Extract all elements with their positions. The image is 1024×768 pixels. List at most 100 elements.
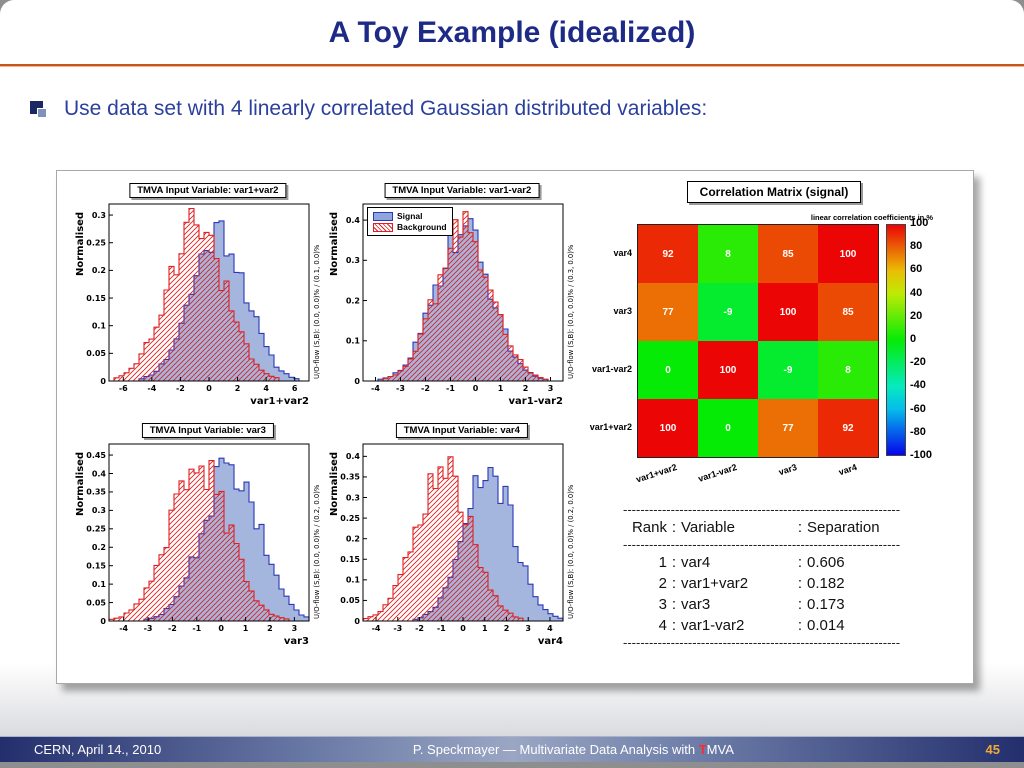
- x-axis-label: var3: [284, 636, 309, 647]
- x-tick-label: 2: [523, 384, 529, 393]
- matrix-row-label: var1+var2: [589, 422, 632, 432]
- x-tick-label: -4: [147, 384, 156, 393]
- bullet-row: Use data set with 4 linearly correlated …: [28, 97, 1024, 122]
- content-panel: TMVA Input Variable: var1+var2 0 0.05 0.1 0…: [56, 170, 974, 684]
- y-tick-label: 0: [354, 617, 360, 626]
- rank-header-separation: Separation: [807, 519, 880, 536]
- uo-flow-label: U/O-flow (S,B): (0.0, 0.0)% / (0.1, 0.0)…: [313, 244, 321, 379]
- footer-credit: P. Speckmayer — Multivariate Data Analys…: [161, 742, 985, 757]
- x-tick-label: -4: [119, 624, 128, 633]
- footer-credit-tail: MVA: [706, 742, 734, 757]
- plot-var3: TMVA Input Variable: var3 0 0.05 0.1 0.15 0.…: [75, 423, 321, 653]
- plot-var1-plus-var2: TMVA Input Variable: var1+var2 0 0.05 0.1 0…: [75, 183, 321, 413]
- y-tick-label: 0.05: [86, 598, 106, 607]
- x-tick-label: 4: [263, 384, 269, 393]
- colorbar-tick-label: 20: [910, 309, 923, 322]
- x-tick-label: 1: [243, 624, 249, 633]
- x-tick-label: 1: [498, 384, 504, 393]
- matrix-cell: 100: [758, 283, 818, 341]
- y-tick-label: 0.4: [346, 216, 361, 225]
- y-tick-label: 0.45: [86, 451, 106, 460]
- x-tick-label: -2: [168, 624, 177, 633]
- matrix-cell: 0: [638, 341, 698, 399]
- matrix-cell: 77: [638, 283, 698, 341]
- x-tick-label: 3: [548, 384, 554, 393]
- rank-row: 4: var1-var2:0.014: [623, 615, 953, 636]
- matrix-cell: 100: [698, 341, 758, 399]
- uo-flow-label: U/O-flow (S,B): (0.0, 0.0)% / (0.2, 0.0)…: [567, 484, 575, 619]
- y-tick-label: 0: [354, 377, 360, 386]
- x-tick-label: -3: [396, 384, 405, 393]
- matrix-cell: 92: [818, 399, 878, 457]
- y-tick-label: 0: [100, 617, 106, 626]
- colon: :: [797, 596, 803, 613]
- x-axis-label: var4: [538, 636, 563, 647]
- matrix-cell: 100: [638, 399, 698, 457]
- x-tick-label: -4: [371, 384, 380, 393]
- colon: :: [797, 575, 803, 592]
- colorbar-tick-label: 0: [910, 333, 917, 345]
- colon: :: [797, 519, 803, 536]
- matrix-column-label: var1+var2: [634, 462, 679, 485]
- x-tick-label: 2: [267, 624, 273, 633]
- footer-bar: CERN, April 14., 2010 P. Speckmayer — Mu…: [0, 736, 1024, 762]
- x-tick-label: 4: [547, 624, 553, 633]
- rank-divider: ----------------------------------------…: [623, 636, 901, 650]
- colorbar-tick-label: 40: [910, 286, 923, 299]
- matrix-cell: 85: [818, 283, 878, 341]
- histogram-svg: 0 0.05 0.1 0.15 0.2 0.25 0.3 0.35 0.4 -4 -3 -2 -1 0 1 2…: [329, 443, 575, 647]
- plot-title: TMVA Input Variable: var1-var2: [384, 183, 540, 198]
- correlation-matrix-title-row: Correlation Matrix (signal): [581, 181, 967, 207]
- y-tick-label: 0.1: [346, 576, 361, 585]
- colorbar-tick-label: -60: [910, 402, 926, 415]
- background-histogram: [362, 456, 563, 622]
- colorbar: [886, 224, 906, 456]
- title-divider: [0, 64, 1024, 67]
- rank-variable: var1+var2: [681, 575, 749, 592]
- y-tick-label: 0.25: [340, 514, 360, 523]
- plot-frame: [362, 203, 564, 382]
- plot-title: TMVA Input Variable: var4: [395, 423, 528, 438]
- rank-variable: var4: [681, 554, 711, 571]
- bullet-icon: [28, 100, 50, 122]
- y-tick-label: 0.35: [340, 473, 360, 482]
- x-tick-label: 3: [525, 624, 531, 633]
- colorbar-tick-label: -40: [910, 379, 926, 392]
- correlation-matrix-title: Correlation Matrix (signal): [686, 181, 862, 203]
- matrix-cell: 8: [818, 341, 878, 399]
- matrix-row-label: var1-var2: [591, 364, 632, 374]
- rank-rank: 1: [658, 554, 667, 571]
- x-tick-label: 0: [473, 384, 479, 393]
- rank-separation: 0.173: [807, 596, 845, 613]
- background-histogram: [363, 211, 563, 382]
- matrix-column-label: var3: [777, 462, 799, 478]
- background-swatch-icon: [373, 222, 393, 232]
- x-tick-label: 0: [460, 624, 466, 633]
- bullet-text: Use data set with 4 linearly correlated …: [64, 97, 708, 120]
- uo-flow-label: U/O-flow (S,B): (0.0, 0.0)% / (0.2, 0.0)…: [313, 484, 321, 619]
- matrix-row-labels: var4 var3 var1-var2 var1+var2: [581, 224, 637, 458]
- x-tick-label: -3: [393, 624, 402, 633]
- x-tick-label: -1: [437, 624, 446, 633]
- y-tick-label: 0.2: [346, 534, 360, 543]
- matrix-cell: -9: [698, 283, 758, 341]
- histogram-svg: 0 0.05 0.1 0.15 0.2 0.25 0.3 -6 -4 -2 0 2 4 6 var1+var…: [75, 203, 321, 407]
- y-tick-label: 0.15: [340, 555, 360, 564]
- colorbar-tick-label: -20: [910, 356, 926, 369]
- correlation-matrix-body: var4 var3 var1-var2 var1+var2 92 8 85 100 77 -9 1…: [581, 217, 967, 461]
- background-histogram: [109, 207, 309, 382]
- rank-header: Rank : Variable : Separation: [623, 517, 953, 538]
- matrix-column-label: var1-var2: [696, 462, 739, 484]
- rank-divider: ----------------------------------------…: [623, 503, 901, 517]
- legend-background-label: Background: [397, 222, 447, 232]
- y-tick-label: 0.05: [340, 596, 360, 605]
- colorbar-tick-label: -100: [910, 449, 933, 461]
- y-tick-label: 0.15: [86, 294, 106, 303]
- rank-row: 3: var3:0.173: [623, 594, 953, 615]
- colon: :: [797, 617, 803, 634]
- footer-credit-text: P. Speckmayer — Multivariate Data Analys…: [412, 742, 699, 757]
- y-tick-label: 0.25: [86, 239, 106, 248]
- histogram-canvas: 0 0.05 0.1 0.15 0.2 0.25 0.3 -6 -4 -2 0 2 4 6 var1+var…: [75, 199, 321, 411]
- x-tick-label: -1: [446, 384, 455, 393]
